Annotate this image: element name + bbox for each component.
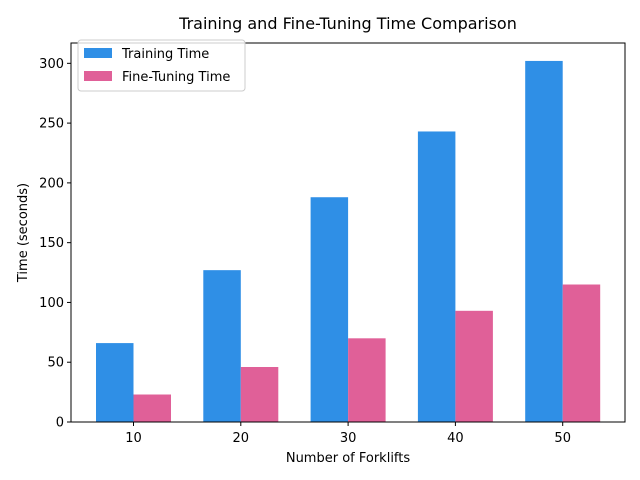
y-tick-label-150: 150 <box>39 236 64 251</box>
y-tick-label-100: 100 <box>39 296 64 311</box>
bar-training-time-30 <box>310 197 349 422</box>
x-tick-label-40: 40 <box>447 431 464 446</box>
x-axis: 10 20 30 40 50 <box>125 422 571 446</box>
y-tick-label-0: 0 <box>56 416 64 431</box>
y-tick-label-300: 300 <box>39 57 64 72</box>
x-tick-label-50: 50 <box>554 431 571 446</box>
legend-label-fine-tuning-time: Fine-Tuning Time <box>122 70 230 85</box>
bar-training-time-10 <box>96 343 134 422</box>
x-axis-label: Number of Forklifts <box>286 451 411 466</box>
y-axis: 0 50 100 150 200 250 300 <box>39 57 71 431</box>
legend-swatch-fine-tuning-time <box>84 71 112 81</box>
y-axis-label: Time (seconds) <box>16 183 31 283</box>
bar-fine-tuning-time-20 <box>240 367 279 422</box>
bar-training-time-40 <box>417 131 456 422</box>
y-tick-label-250: 250 <box>39 117 64 132</box>
legend-swatch-training-time <box>84 48 112 58</box>
y-tick-label-50: 50 <box>47 356 64 371</box>
bar-training-time-50 <box>525 60 563 423</box>
legend-box <box>77 39 246 92</box>
bars-group <box>96 60 601 423</box>
bar-fine-tuning-time-30 <box>348 338 386 422</box>
bar-fine-tuning-time-10 <box>133 394 171 422</box>
chart-title: Training and Fine-Tuning Time Comparison <box>178 14 517 33</box>
bar-training-time-20 <box>203 270 241 422</box>
legend: Training Time Fine-Tuning Time <box>77 39 246 92</box>
bar-fine-tuning-time-40 <box>455 310 493 422</box>
bar-fine-tuning-time-50 <box>562 284 601 422</box>
legend-label-training-time: Training Time <box>121 47 209 62</box>
x-tick-label-20: 20 <box>233 431 250 446</box>
x-tick-label-30: 30 <box>340 431 357 446</box>
y-tick-label-200: 200 <box>39 176 64 191</box>
x-tick-label-10: 10 <box>125 431 142 446</box>
